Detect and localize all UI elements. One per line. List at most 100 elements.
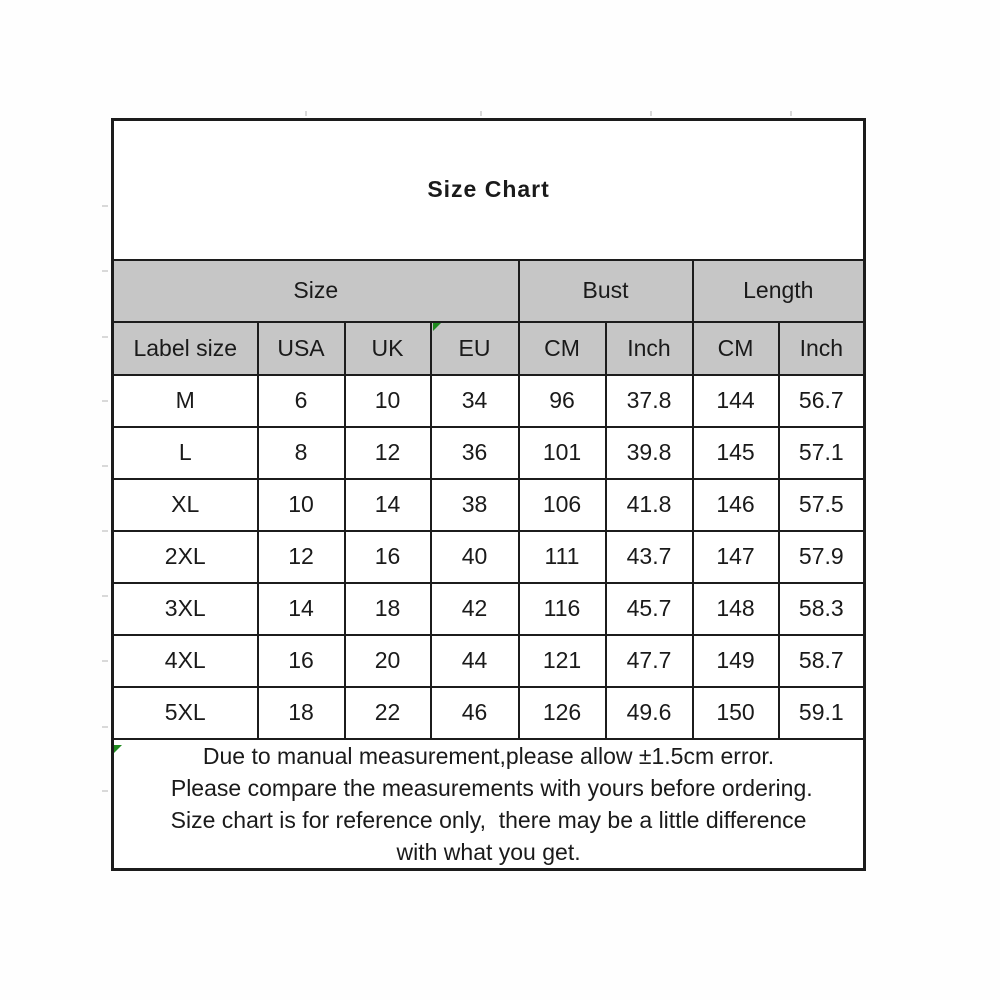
group-header-bust: Bust (517, 258, 694, 323)
value-cell: 16 (256, 633, 346, 688)
title-row: Size Chart (111, 118, 866, 261)
gridline-tick (102, 790, 108, 792)
value-cell: 14 (256, 581, 346, 636)
value-cell: 16 (343, 529, 432, 584)
value-cell: 144 (691, 373, 780, 428)
value-cell: 40 (429, 529, 520, 584)
value-cell: 44 (429, 633, 520, 688)
value-cell: 34 (429, 373, 520, 428)
page-title: Size Chart (111, 118, 866, 261)
value-cell: 57.5 (777, 477, 866, 532)
value-cell: 10 (343, 373, 432, 428)
table-row: 4XL 16 20 44 121 47.7 149 58.7 (111, 633, 866, 688)
label-size-cell: 4XL (111, 633, 259, 688)
gridline-tick (102, 726, 108, 728)
gridline-tick (305, 111, 307, 116)
value-cell: 14 (343, 477, 432, 532)
footer-row: Due to manual measurement,please allow ±… (111, 737, 866, 871)
column-header-length-cm: CM (691, 320, 780, 376)
value-cell: 146 (691, 477, 780, 532)
column-header-bust-inch: Inch (604, 320, 694, 376)
table-row: M 6 10 34 96 37.8 144 56.7 (111, 373, 866, 428)
gridline-tick (102, 400, 108, 402)
label-size-cell: XL (111, 477, 259, 532)
value-cell: 49.6 (604, 685, 694, 740)
value-cell: 12 (343, 425, 432, 480)
value-cell: 101 (517, 425, 607, 480)
column-header-uk: UK (343, 320, 432, 376)
gridline-tick (102, 336, 108, 338)
value-cell: 147 (691, 529, 780, 584)
group-header-size: Size (111, 258, 520, 323)
value-cell: 116 (517, 581, 607, 636)
value-cell: 57.9 (777, 529, 866, 584)
gridline-tick (480, 111, 482, 116)
gridline-tick (102, 205, 108, 207)
footer-line-3: Size chart is for reference only, there … (170, 806, 807, 833)
gridline-tick (102, 660, 108, 662)
value-cell: 45.7 (604, 581, 694, 636)
gridline-tick (102, 465, 108, 467)
value-cell: 8 (256, 425, 346, 480)
gridline-tick (650, 111, 652, 116)
value-cell: 126 (517, 685, 607, 740)
table-row: 5XL 18 22 46 126 49.6 150 59.1 (111, 685, 866, 740)
group-header-row: Size Bust Length (111, 258, 866, 323)
value-cell: 6 (256, 373, 346, 428)
value-cell: 58.7 (777, 633, 866, 688)
value-cell: 41.8 (604, 477, 694, 532)
value-cell: 36 (429, 425, 520, 480)
value-cell: 121 (517, 633, 607, 688)
footer-line-1: Due to manual measurement,please allow ±… (202, 742, 775, 769)
size-chart-table: Size Chart Size Bust Length Label size U… (111, 118, 867, 871)
value-cell: 150 (691, 685, 780, 740)
column-header-label-size: Label size (111, 320, 259, 376)
value-cell: 22 (343, 685, 432, 740)
label-size-cell: L (111, 425, 259, 480)
value-cell: 59.1 (777, 685, 866, 740)
gridline-tick (102, 270, 108, 272)
footer-line-2: Please compare the measurements with you… (164, 774, 813, 801)
value-cell: 20 (343, 633, 432, 688)
value-cell: 145 (691, 425, 780, 480)
value-cell: 106 (517, 477, 607, 532)
value-cell: 18 (256, 685, 346, 740)
spreadsheet-error-marker-icon (433, 323, 441, 331)
column-header-usa: USA (256, 320, 346, 376)
table-row: L 8 12 36 101 39.8 145 57.1 (111, 425, 866, 480)
value-cell: 12 (256, 529, 346, 584)
gridline-tick (790, 111, 792, 116)
table-row: XL 10 14 38 106 41.8 146 57.5 (111, 477, 866, 532)
value-cell: 148 (691, 581, 780, 636)
column-header-length-inch: Inch (777, 320, 866, 376)
label-size-cell: M (111, 373, 259, 428)
size-chart-table-wrap: Size Chart Size Bust Length Label size U… (111, 118, 867, 871)
value-cell: 58.3 (777, 581, 866, 636)
value-cell: 10 (256, 477, 346, 532)
value-cell: 47.7 (604, 633, 694, 688)
value-cell: 42 (429, 581, 520, 636)
value-cell: 43.7 (604, 529, 694, 584)
value-cell: 46 (429, 685, 520, 740)
value-cell: 39.8 (604, 425, 694, 480)
value-cell: 96 (517, 373, 607, 428)
value-cell: 111 (517, 529, 607, 584)
table-row: 3XL 14 18 42 116 45.7 148 58.3 (111, 581, 866, 636)
footer-note: Due to manual measurement,please allow ±… (111, 737, 866, 871)
gridline-tick (102, 595, 108, 597)
column-header-bust-cm: CM (517, 320, 607, 376)
gridline-tick (102, 530, 108, 532)
label-size-cell: 3XL (111, 581, 259, 636)
column-header-row: Label size USA UK EU CM Inch CM Inch (111, 320, 866, 376)
value-cell: 38 (429, 477, 520, 532)
group-header-length: Length (691, 258, 866, 323)
value-cell: 149 (691, 633, 780, 688)
label-size-cell: 5XL (111, 685, 259, 740)
value-cell: 18 (343, 581, 432, 636)
column-header-eu: EU (429, 320, 520, 376)
value-cell: 37.8 (604, 373, 694, 428)
value-cell: 56.7 (777, 373, 866, 428)
label-size-cell: 2XL (111, 529, 259, 584)
table-row: 2XL 12 16 40 111 43.7 147 57.9 (111, 529, 866, 584)
